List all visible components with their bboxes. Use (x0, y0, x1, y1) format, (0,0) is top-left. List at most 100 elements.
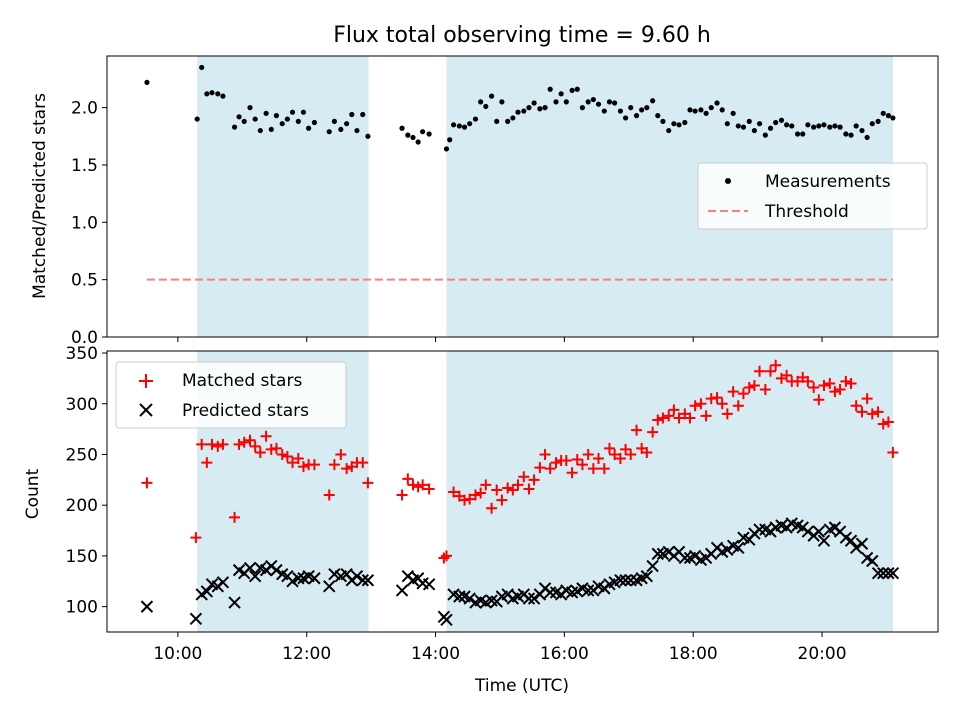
bottom-y-tick-label: 350 (66, 344, 98, 364)
measurement-point (784, 122, 790, 128)
measurement-point (703, 110, 709, 116)
matched-star-point (641, 446, 653, 458)
matched-star-point (254, 446, 266, 458)
matched-star-point (496, 494, 508, 506)
measurement-point (666, 127, 672, 134)
x-tick-label: 14:00 (411, 644, 460, 664)
matched-star-point (705, 393, 717, 405)
predicted-star-point (688, 549, 702, 563)
matched-star-point (866, 408, 878, 420)
predicted-star-point (844, 534, 858, 547)
measurement-point (405, 132, 411, 138)
measurement-point (279, 121, 285, 127)
matched-star-point (593, 453, 605, 465)
matched-star-point (689, 400, 701, 412)
measurement-point (595, 101, 602, 107)
matched-star-point (663, 410, 675, 422)
predicted-star-point (243, 561, 257, 575)
measurement-point (360, 111, 366, 118)
measurement-point (821, 122, 827, 128)
measurement-point (714, 100, 720, 106)
measurement-point (864, 134, 870, 141)
matched-star-point (464, 493, 476, 505)
matched-star-point (270, 442, 282, 454)
measurement-point (311, 119, 318, 126)
predicted-star-point (849, 541, 863, 555)
measurement-point (443, 146, 450, 152)
measurement-point (478, 99, 484, 105)
measurement-point (338, 126, 344, 133)
measurement-point (740, 124, 747, 130)
matched-star-point (292, 453, 304, 465)
matched-star-point (206, 438, 218, 450)
measurement-point (569, 87, 575, 94)
measurement-point (220, 93, 226, 99)
legend-measurements-marker (725, 178, 731, 184)
matched-star-point (759, 384, 771, 396)
measurement-point (461, 124, 468, 130)
matched-star-point (512, 479, 524, 491)
matched-star-point (480, 479, 492, 491)
measurement-point (606, 99, 613, 105)
matched-star-point (631, 424, 643, 436)
measurement-point (574, 86, 580, 92)
matched-star-point (196, 438, 208, 450)
measurement-point (794, 131, 801, 137)
measurement-point (848, 132, 854, 138)
predicted-star-point (866, 554, 879, 568)
top-measurements-layer (144, 64, 896, 152)
matched-star-point (808, 382, 820, 394)
matched-star-point (840, 375, 852, 387)
matched-star-point (716, 398, 728, 410)
measurement-point (231, 124, 238, 130)
matched-star-point (281, 451, 293, 463)
matched-star-point (587, 463, 599, 475)
predicted-star-point (732, 541, 745, 555)
measurement-point (354, 127, 360, 134)
predicted-star-point (882, 566, 895, 580)
measurement-point (692, 108, 698, 114)
predicted-star-point (453, 590, 466, 603)
predicted-star-point (801, 525, 815, 538)
measurement-point (682, 119, 688, 126)
matched-star-point (824, 377, 836, 389)
measurement-point (832, 123, 838, 129)
bottom-y-tick-label: 250 (66, 445, 98, 465)
measurement-point (671, 121, 677, 127)
measurement-point (542, 105, 548, 111)
measurement-point (289, 109, 296, 115)
matched-star-point (528, 474, 540, 486)
matched-star-point (276, 448, 288, 460)
matched-star-point (217, 438, 229, 450)
predicted-star-point (678, 551, 692, 565)
measurement-point (241, 118, 247, 124)
x-tick-label: 12:00 (282, 644, 331, 664)
matched-star-point (417, 479, 429, 491)
bottom-panel: 100 150 200 250 300 350 10:00 12:00 14:00 16:00 18… (23, 344, 939, 696)
matched-star-point (229, 511, 241, 523)
matched-star-point (491, 484, 503, 496)
matched-star-point (598, 463, 610, 475)
predicted-star-point (640, 569, 654, 583)
predicted-star-point (228, 596, 241, 609)
matched-star-point (711, 392, 723, 404)
predicted-star-point (646, 559, 659, 573)
matched-star-point (781, 369, 793, 381)
measurement-point (447, 137, 453, 143)
measurement-point (284, 116, 290, 122)
matched-star-point (625, 448, 637, 460)
predicted-star-point (270, 563, 283, 577)
matched-star-point (609, 448, 621, 460)
bottom-axis-ticks: 100 150 200 250 300 350 10:00 12:00 14:00 16:00 18… (66, 344, 847, 664)
measurement-point (526, 105, 532, 111)
measurement-point (633, 113, 640, 119)
x-tick-label: 20:00 (798, 644, 847, 664)
bottom-y-tick-label: 200 (66, 496, 98, 516)
matched-star-point (684, 412, 696, 424)
measurement-point (827, 124, 833, 130)
predicted-star-point (361, 574, 375, 587)
matched-star-point (737, 388, 749, 400)
measurement-point (456, 123, 462, 129)
predicted-star-point (463, 592, 476, 605)
